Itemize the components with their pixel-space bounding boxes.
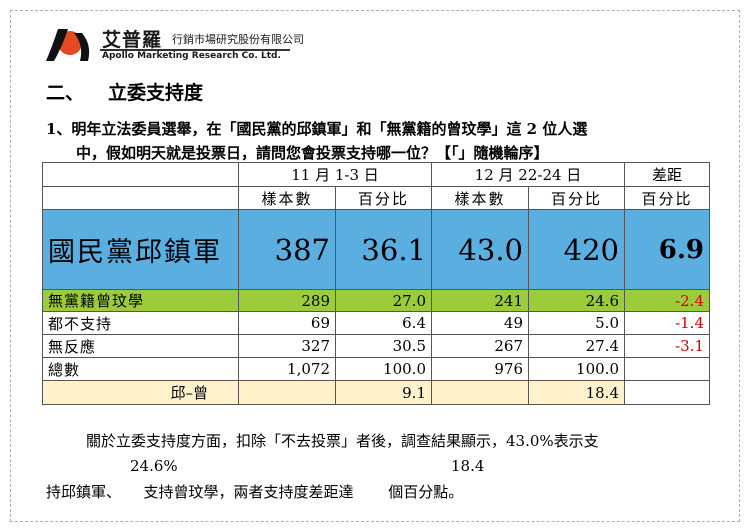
count-1: 69 (238, 311, 336, 335)
gap-value: 6.9 (624, 209, 710, 290)
brand-underline (100, 49, 290, 51)
count-2: 241 (431, 289, 529, 312)
subheader-pct-2: 百分比 (528, 186, 625, 210)
subheader-blank (42, 186, 239, 210)
pct-2: 100.0 (528, 357, 625, 381)
pct-2: 27.4 (528, 334, 625, 358)
diff-pct-2: 18.4 (528, 380, 625, 405)
row-label: 總數 (42, 357, 239, 381)
header-period-2: 12 月 22-24 日 (431, 162, 625, 187)
count-1: 1,072 (238, 357, 336, 381)
table-row: 無反應 327 30.5 267 27.4 -3.1 (42, 334, 710, 358)
pct-2: 5.0 (528, 311, 625, 335)
company-logo: 艾普羅 行銷市場研究股份有限公司 Apollo Marketing Resear… (44, 25, 304, 65)
diff-blank-2 (431, 380, 529, 405)
question-line-1: 1、明年立法委員選舉，在「國民黨的邱鎮軍」和「無黨籍的曾玟學」這 2 位人選 (46, 120, 588, 138)
page-frame (10, 10, 740, 522)
gap-value (624, 357, 710, 381)
pct-1: 100.0 (335, 357, 432, 381)
count-2: 267 (431, 334, 529, 358)
note-line-2: 持邱鎮軍、 支持曾玟學，兩者支持度差距達 個百分點。 (46, 483, 464, 501)
count-1: 387 (238, 209, 336, 290)
pct-1: 36.1 (335, 209, 432, 290)
diff-blank-1 (238, 380, 336, 405)
row-label: 國民黨邱鎮軍 (42, 209, 239, 290)
header-blank (42, 162, 239, 187)
gap-value: -3.1 (624, 334, 710, 358)
subheader-count-1: 樣本數 (238, 186, 336, 210)
count-1: 327 (238, 334, 336, 358)
note-line-1: 關於立委支持度方面，扣除「不去投票」者後，調查結果顯示，43.0%表示支 (86, 432, 599, 450)
table-header-row: 11 月 1-3 日 12 月 22-24 日 差距 (42, 162, 710, 187)
table-diff-row: 邱–曾 9.1 18.4 (42, 380, 710, 405)
count-2: 43.0 (431, 209, 529, 290)
note-floating-gap: 18.4 (451, 457, 485, 475)
note-floating-pct: 24.6% (130, 457, 178, 475)
table-row: 國民黨邱鎮軍 387 36.1 43.0 420 6.9 (42, 209, 710, 290)
question-line-2: 中，假如明天就是投票日，請問您會投票支持哪一位？【「」隨機輪序】 (76, 144, 549, 162)
diff-pct-1: 9.1 (335, 380, 432, 405)
pct-1: 30.5 (335, 334, 432, 358)
gap-value: -2.4 (624, 289, 710, 312)
header-period-1: 11 月 1-3 日 (238, 162, 432, 187)
table-row: 總數 1,072 100.0 976 100.0 (42, 357, 710, 381)
brand-english: Apollo Marketing Research Co. Ltd. (102, 51, 281, 61)
row-label: 都不支持 (42, 311, 239, 335)
count-2: 976 (431, 357, 529, 381)
table-row: 無黨籍曾玟學 289 27.0 241 24.6 -2.4 (42, 289, 710, 312)
subheader-pct-1: 百分比 (335, 186, 432, 210)
brand-name: 艾普羅 (102, 29, 163, 51)
apollo-logo-icon (46, 29, 90, 61)
section-title: 二、 立委支持度 (46, 78, 203, 105)
header-gap: 差距 (624, 162, 710, 187)
pct-1: 6.4 (335, 311, 432, 335)
brand-subtitle: 行銷市場研究股份有限公司 (172, 33, 304, 46)
table-row: 都不支持 69 6.4 49 5.0 -1.4 (42, 311, 710, 335)
subheader-gap-pct: 百分比 (624, 186, 710, 210)
row-label: 無反應 (42, 334, 239, 358)
question-text: 1、明年立法委員選舉，在「國民黨的邱鎮軍」和「無黨籍的曾玟學」這 2 位人選 中… (46, 117, 726, 165)
section-heading: 立委支持度 (108, 82, 204, 104)
subheader-count-2: 樣本數 (431, 186, 529, 210)
results-table: 11 月 1-3 日 12 月 22-24 日 差距 樣本數 百分比 樣本數 百… (42, 162, 710, 405)
pct-2: 420 (528, 209, 625, 290)
row-label: 無黨籍曾玟學 (42, 289, 239, 312)
count-1: 289 (238, 289, 336, 312)
pct-1: 27.0 (335, 289, 432, 312)
section-number: 二、 (46, 82, 85, 104)
diff-label: 邱–曾 (42, 380, 239, 405)
count-2: 49 (431, 311, 529, 335)
diff-blank-3 (624, 380, 710, 405)
table-subheader-row: 樣本數 百分比 樣本數 百分比 百分比 (42, 186, 710, 210)
pct-2: 24.6 (528, 289, 625, 312)
gap-value: -1.4 (624, 311, 710, 335)
